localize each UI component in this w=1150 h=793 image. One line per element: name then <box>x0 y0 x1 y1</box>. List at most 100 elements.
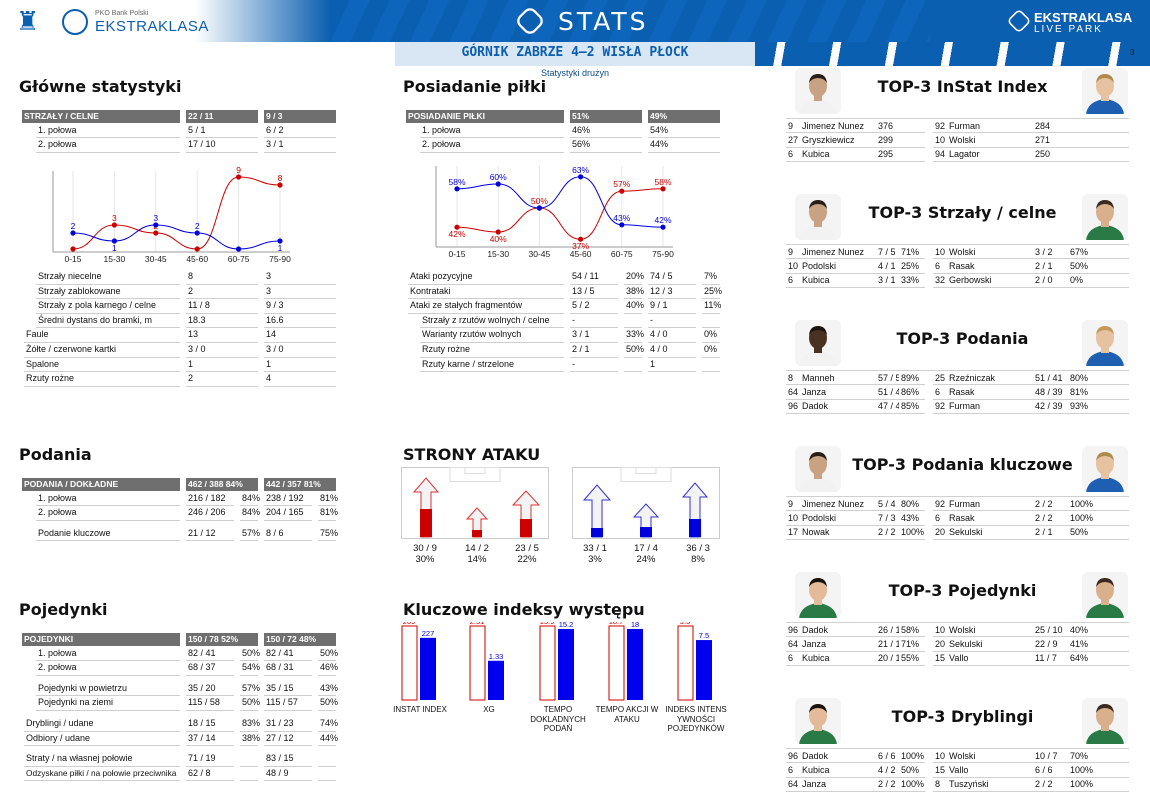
passes-table: PODANIA / DOKŁADNE 462 / 388 84% 442 / 3… <box>19 477 339 542</box>
player-stat-pct <box>899 147 925 163</box>
row-away-pct <box>315 752 339 767</box>
column-gap <box>925 133 933 147</box>
player-number: 6 <box>933 384 947 400</box>
kpi-home-bar <box>608 625 625 701</box>
player-stat-pct: 25% <box>899 258 925 274</box>
top3-table: 9 Jimenez Nunez 7 / 5 71% 10 Wolski 3 / 2 67% 10… <box>786 243 1129 289</box>
attack-sides-title: STRONY ATAKU <box>403 445 541 464</box>
column-gap <box>925 117 933 133</box>
player-stat-pct: 41% <box>1068 636 1129 652</box>
row-away-pct <box>699 314 723 329</box>
x-tick-label: 45-60 <box>570 249 592 259</box>
data-point <box>70 230 76 236</box>
player-stat: 2 / 2 <box>1033 777 1068 793</box>
home-attack-pitch <box>401 467 549 539</box>
data-label: 40% <box>490 234 507 244</box>
player-number: 10 <box>933 621 947 638</box>
row-home-value: 2 <box>183 372 261 387</box>
player-name: Janza <box>800 384 870 400</box>
row-home-value: 56% <box>567 138 645 153</box>
kpi-label: INSTAT INDEX <box>393 705 447 714</box>
row-home-value: 11 / 8 <box>183 299 261 314</box>
table-row: Rzuty rożne 2 4 <box>19 372 339 387</box>
row-home-value: 246 / 206 <box>183 506 237 521</box>
player-stat: 6 / 6 <box>1033 762 1068 778</box>
player-stat: 47 / 40 <box>876 399 899 415</box>
player-stat: 6 / 6 <box>876 747 899 764</box>
player-stat: 20 / 11 <box>876 651 899 667</box>
series-line <box>72 224 281 250</box>
player-name: Vallo <box>947 762 1027 778</box>
home-right-attack-bar <box>520 519 532 537</box>
row-label: Dryblingi / udane <box>19 717 183 732</box>
row-away-value: 204 / 165 <box>261 506 315 521</box>
player-stat-pct: 55% <box>899 651 925 667</box>
player-number: 15 <box>933 651 947 667</box>
top3-table: 9 Jimenez Nunez 5 / 4 80% 92 Furman 2 / 2 100% 1… <box>786 495 1129 541</box>
cell-spacer <box>1027 747 1033 764</box>
row-label: Żółte / czerwone kartki <box>19 343 183 358</box>
data-point <box>454 224 460 230</box>
data-label: 2 <box>195 221 200 231</box>
page-subtitle: Statystyki drużyn <box>540 68 610 78</box>
player-stat-pct: 81% <box>1068 384 1129 400</box>
row-label: Rzuty karne / strzelone <box>403 358 567 373</box>
player-stat: 21 / 15 <box>876 636 899 652</box>
row-label: 1. połowa <box>403 124 567 139</box>
kpi-home-bar <box>401 625 418 701</box>
row-label: Strzały niecelne <box>19 270 183 285</box>
main-stats-detail-table: Strzały niecelne 8 3 Strzały zablokowane 2 3 S… <box>19 270 339 387</box>
top3-row: 17 Nowak 2 / 2 100% 20 Sekulski 2 / 1 50% <box>786 525 1129 541</box>
top3-row: 9 Jimenez Nunez 7 / 5 71% 10 Wolski 3 / 2 67% <box>786 243 1129 260</box>
player-number: 8 <box>786 369 800 386</box>
table-row: Podanie kluczowe 21 / 12 57% 8 / 6 75% <box>19 527 339 542</box>
player-stat: 376 <box>876 117 899 134</box>
player-number: 17 <box>786 525 800 541</box>
player-name: Sekulski <box>947 525 1027 541</box>
row-away-pct: 43% <box>315 682 339 697</box>
player-number: 27 <box>786 132 800 148</box>
row-away-pct: 81% <box>315 492 339 507</box>
player-stat-pct: 50% <box>1068 258 1129 274</box>
data-label: 1 <box>112 243 117 253</box>
player-stat-pct: 71% <box>899 636 925 652</box>
player-photo <box>1082 698 1128 744</box>
data-label: 9 <box>236 165 241 175</box>
row-home-value: 71 / 19 <box>183 752 237 767</box>
banner-graphic <box>755 42 1150 66</box>
player-number: 94 <box>933 147 947 163</box>
player-photo <box>795 194 841 240</box>
cell-spacer <box>1027 762 1033 778</box>
row-home-value: 13 <box>183 328 261 343</box>
row-home-pct: 38% <box>621 285 645 300</box>
player-name: Wolski <box>947 243 1027 260</box>
kpi-home-bar <box>469 625 486 701</box>
kpi-away-value: 18 <box>631 622 639 629</box>
match-banner: GÓRNIK ZABRZE 4–2 WISŁA PŁOCK 3 <box>0 42 1150 66</box>
kpi-away-value: 15.2 <box>559 622 574 629</box>
data-point <box>578 174 584 180</box>
column-gap <box>925 525 933 539</box>
data-label: 43% <box>613 213 630 223</box>
row-label: 2. połowa <box>403 138 567 153</box>
player-name: Sekulski <box>947 636 1027 652</box>
table-row: Rzuty rożne 2 / 1 50% 4 / 0 0% <box>403 343 723 358</box>
player-number: 92 <box>933 117 947 134</box>
row-label: Faule <box>19 328 183 343</box>
row-away-value: 3 <box>261 270 339 285</box>
top3-title: TOP-3 Strzały / celne <box>868 203 1057 222</box>
cell-spacer <box>870 384 876 400</box>
row-label: Kontrataki <box>403 285 567 300</box>
row-home-pct: 57% <box>237 527 261 542</box>
player-number: 92 <box>933 399 947 415</box>
row-home-pct: 50% <box>621 343 645 358</box>
top3-row: 9 Jimenez Nunez 5 / 4 80% 92 Furman 2 / 2 100% <box>786 495 1129 512</box>
player-number: 64 <box>786 777 800 793</box>
data-label: 42% <box>654 215 671 225</box>
livepark-logo-icon <box>1006 8 1032 34</box>
table-row: Średni dystans do bramki, m 18.3 16.6 <box>19 314 339 329</box>
player-stat-pct: 80% <box>1068 369 1129 386</box>
